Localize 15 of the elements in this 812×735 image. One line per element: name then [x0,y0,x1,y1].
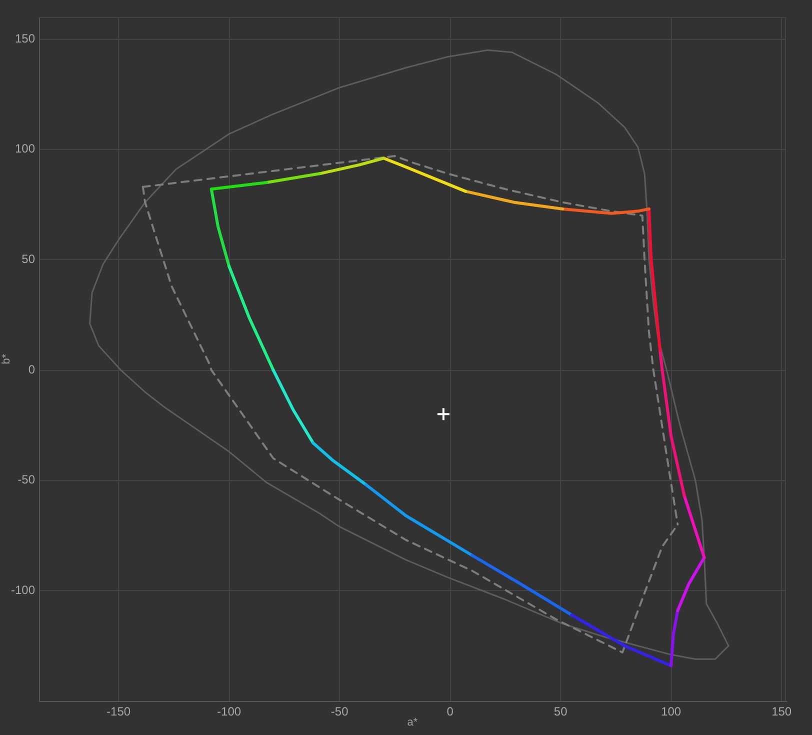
y-tick-label: 0 [28,362,36,376]
x-axis-title: a* [407,716,418,728]
x-tick-label: 50 [554,704,568,719]
x-tick-label: 150 [772,704,792,719]
x-tick-label: -50 [330,704,349,719]
y-axis-title: b* [0,353,13,364]
x-tick-label: -100 [217,704,242,719]
y-tick-label: 150 [14,31,36,46]
y-tick-label: 50 [22,252,36,266]
x-tick-label: -150 [106,704,131,719]
x-tick-label: 0 [446,704,454,719]
y-tick-label: -100 [10,582,36,597]
y-tick-label: -50 [18,472,36,487]
x-tick-label: 100 [661,704,682,719]
y-tick-label: 100 [14,142,36,156]
